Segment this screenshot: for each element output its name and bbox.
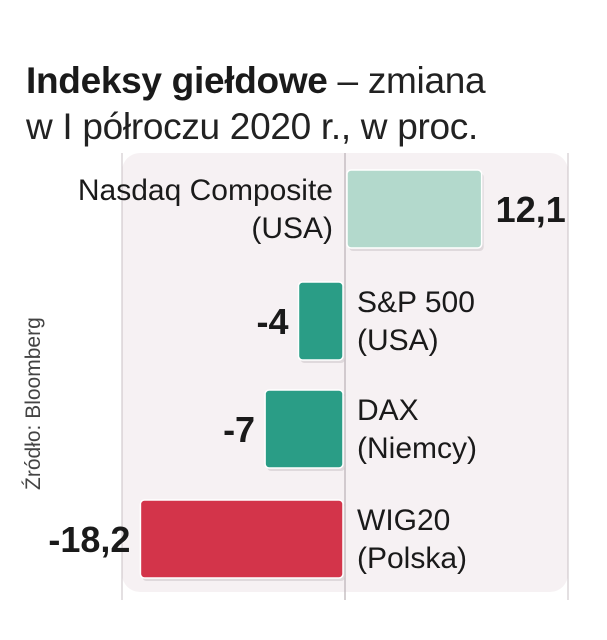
category-label: WIG20 bbox=[357, 504, 450, 537]
category-sublabel: (Niemcy) bbox=[357, 432, 477, 465]
chart-title: Indeksy giełdowe – zmiana w I półroczu 2… bbox=[26, 58, 486, 150]
category-sublabel: (Polska) bbox=[357, 542, 467, 575]
value-label: -18,2 bbox=[48, 519, 130, 560]
title-bold: Indeksy giełdowe bbox=[26, 60, 328, 101]
bar-2 bbox=[297, 281, 344, 361]
bar-1 bbox=[346, 169, 483, 249]
bar-3 bbox=[264, 389, 344, 469]
category-label: DAX bbox=[357, 394, 419, 427]
category-sublabel: (USA) bbox=[251, 212, 333, 245]
title-rest: – zmiana bbox=[327, 60, 486, 101]
bar-4 bbox=[139, 499, 344, 579]
value-label: -7 bbox=[223, 409, 255, 450]
value-label: -4 bbox=[256, 301, 288, 342]
title-line2: w I półroczu 2020 r., w proc. bbox=[26, 106, 478, 147]
category-label: Nasdaq Composite bbox=[78, 174, 333, 207]
category-sublabel: (USA) bbox=[357, 324, 439, 357]
category-label: S&P 500 bbox=[357, 286, 475, 319]
value-label: 12,1 bbox=[496, 189, 566, 230]
